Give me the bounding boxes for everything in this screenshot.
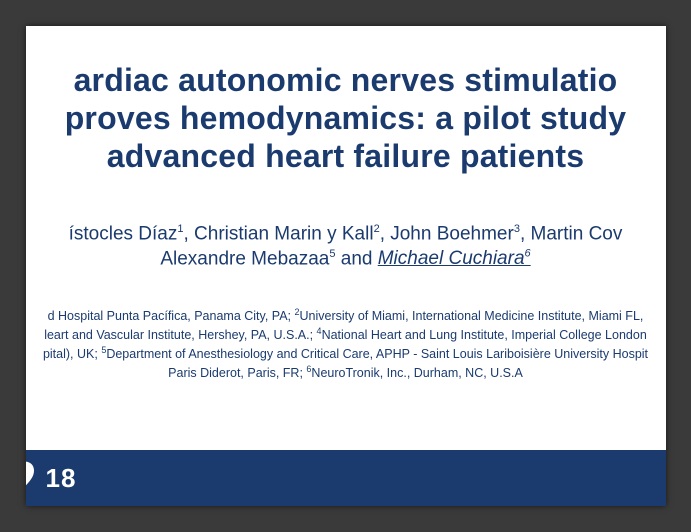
title-line-1: ardiac autonomic nerves stimulatio — [26, 62, 666, 100]
footer-year: 18 — [46, 463, 77, 494]
slide: ardiac autonomic nerves stimulatio prove… — [26, 26, 666, 506]
title-block: ardiac autonomic nerves stimulatio prove… — [26, 62, 666, 175]
slide-content-cropped: ardiac autonomic nerves stimulatio prove… — [26, 26, 666, 506]
footer-bar: 18 — [26, 450, 666, 506]
affiliations-block: d Hospital Punta Pacífica, Panama City, … — [26, 306, 666, 382]
heart-logo-icon — [26, 460, 36, 496]
authors-block: ístocles Díaz1, Christian Marin y Kall2,… — [26, 222, 666, 272]
slide-viewer-frame: ardiac autonomic nerves stimulatio prove… — [0, 0, 691, 532]
title-line-3: advanced heart failure patients — [26, 138, 666, 176]
footer-left: 18 — [26, 460, 77, 496]
title-line-2: proves hemodynamics: a pilot study — [26, 100, 666, 138]
